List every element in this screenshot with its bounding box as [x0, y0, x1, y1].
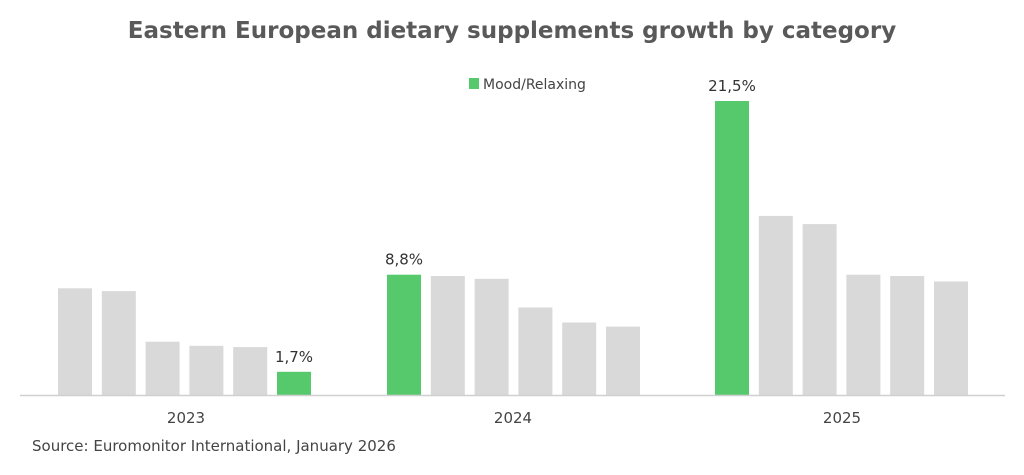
bar-2025-category-2: [758, 215, 793, 395]
bar-2025-category-4: [846, 274, 881, 395]
legend: Mood/Relaxing: [469, 77, 586, 93]
bar-2024-category-6: [606, 326, 640, 395]
bar-2023-category-4: [189, 345, 224, 395]
data-label-2023: 1,7%: [275, 348, 313, 366]
bar-2025-mood-relaxing: [715, 101, 749, 395]
source-note: Source: Euromonitor International, Janua…: [32, 437, 396, 455]
bar-2025-category-6: [934, 281, 968, 395]
bar-2023-category-3: [145, 341, 180, 395]
bar-2023-category-1: [58, 288, 92, 395]
bar-2023-category-5: [233, 347, 268, 395]
bar-2025-category-5: [890, 276, 925, 395]
data-label-2024: 8,8%: [385, 251, 423, 269]
data-labels-layer: 1,7% 8,8% 21,5%: [275, 77, 756, 366]
bar-2024-category-3: [474, 278, 509, 395]
bar-2024-category-4: [518, 307, 553, 395]
bars-layer: [58, 101, 968, 395]
bar-2024-mood-relaxing: [387, 274, 421, 395]
bar-2025-category-3: [802, 224, 837, 395]
bar-2023-mood-relaxing: [277, 371, 311, 395]
x-tick-2023: 2023: [167, 409, 205, 427]
x-tick-2025: 2025: [823, 409, 861, 427]
bar-2024-category-2: [430, 276, 465, 395]
data-label-2025: 21,5%: [708, 77, 756, 95]
legend-label-mood-relaxing: Mood/Relaxing: [483, 77, 586, 93]
bar-2023-category-2: [101, 291, 136, 395]
legend-swatch-mood-relaxing: [469, 78, 479, 89]
bar-2024-category-5: [562, 322, 597, 395]
chart-title: Eastern European dietary supplements gro…: [128, 18, 896, 44]
x-tick-labels: 2023 2024 2025: [167, 409, 861, 427]
x-tick-2024: 2024: [494, 409, 532, 427]
